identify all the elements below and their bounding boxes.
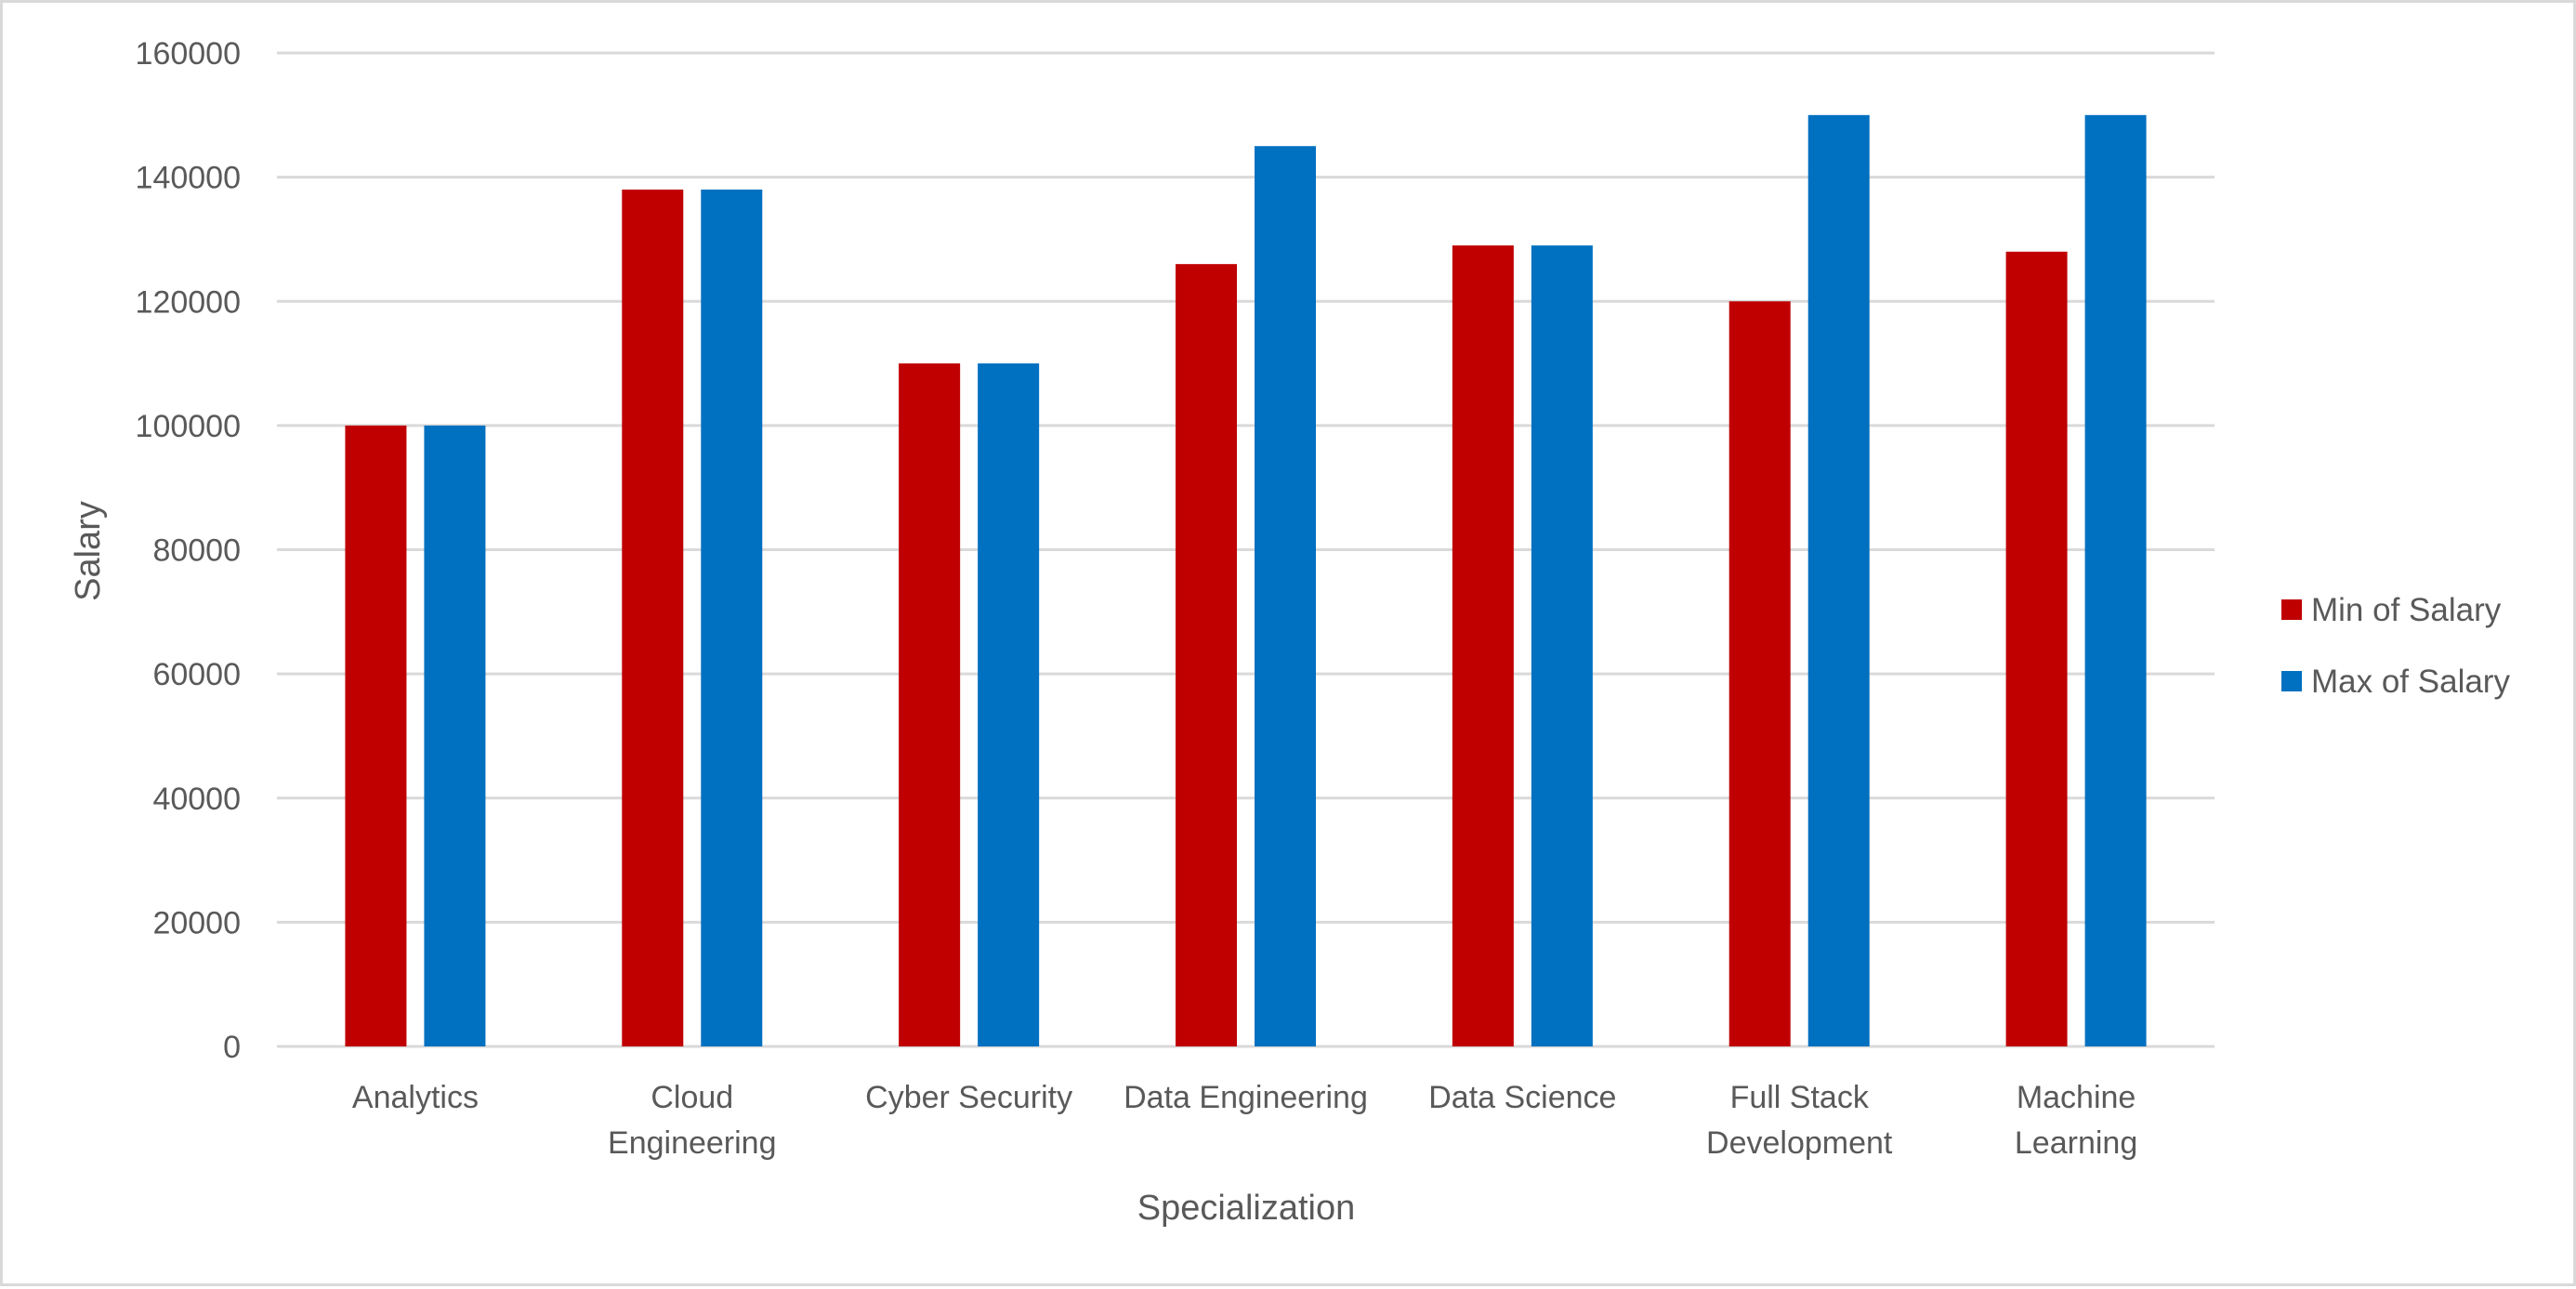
bars bbox=[345, 114, 2147, 1047]
y-axis-title: Salary bbox=[69, 501, 108, 601]
gridlines bbox=[277, 51, 2215, 1048]
x-tick-label: Data Engineering bbox=[1124, 1080, 1368, 1115]
bar-max-of-salary bbox=[701, 189, 763, 1047]
x-tick-label-line: Learning bbox=[2015, 1125, 2137, 1161]
x-tick-label-line: Cloud bbox=[651, 1080, 733, 1115]
x-tick-label-line: Data Engineering bbox=[1124, 1080, 1368, 1115]
x-tick-label: Analytics bbox=[352, 1080, 479, 1115]
bar-max-of-salary bbox=[1807, 114, 1870, 1046]
x-tick-label-line: Machine bbox=[2017, 1080, 2136, 1115]
x-tick-label-line: Full Stack bbox=[1730, 1080, 1870, 1115]
bar-min-of-salary bbox=[1728, 301, 1791, 1046]
bar-min-of-salary bbox=[1176, 264, 1237, 1047]
bar-min-of-salary bbox=[622, 189, 684, 1047]
y-tick-label: 160000 bbox=[136, 36, 241, 72]
bar-max-of-salary bbox=[978, 363, 1040, 1046]
bar-max-of-salary bbox=[2084, 114, 2147, 1046]
bar-min-of-salary bbox=[345, 425, 407, 1046]
y-tick-label: 0 bbox=[223, 1030, 241, 1065]
x-tick-label-line: Engineering bbox=[608, 1125, 776, 1161]
x-axis-tick-labels: Analytics Cloud Engineering Cyber Security D… bbox=[352, 1080, 2137, 1161]
y-axis-tick-labels: 0 20000 40000 60000 80000 100000 120000 140000 1… bbox=[136, 36, 241, 1065]
x-tick-label-line: Data Science bbox=[1428, 1080, 1616, 1115]
legend: Min of Salary Max of Salary bbox=[2281, 592, 2510, 700]
bar-max-of-salary bbox=[424, 425, 486, 1046]
bar-max-of-salary bbox=[1531, 245, 1593, 1046]
y-tick-label: 140000 bbox=[136, 161, 241, 196]
x-tick-label: Data Science bbox=[1428, 1080, 1616, 1115]
y-tick-label: 80000 bbox=[152, 533, 241, 569]
bar-min-of-salary bbox=[2005, 251, 2068, 1046]
y-tick-label: 120000 bbox=[136, 284, 241, 320]
y-tick-label: 20000 bbox=[152, 905, 241, 940]
x-tick-label: Full Stack Development bbox=[1706, 1080, 1893, 1161]
x-tick-label-line: Analytics bbox=[352, 1080, 479, 1115]
y-tick-label: 100000 bbox=[136, 409, 241, 444]
legend-swatch bbox=[2281, 671, 2302, 691]
x-tick-label-line: Development bbox=[1706, 1125, 1893, 1161]
bar-min-of-salary bbox=[1452, 245, 1514, 1046]
y-tick-label: 40000 bbox=[152, 782, 241, 817]
x-tick-label-line: Cyber Security bbox=[865, 1080, 1072, 1115]
bar-min-of-salary bbox=[899, 363, 961, 1046]
bar-chart: 0 20000 40000 60000 80000 100000 120000 140000 1… bbox=[69, 36, 2510, 1228]
legend-label: Max of Salary bbox=[2311, 664, 2510, 700]
legend-swatch bbox=[2281, 599, 2302, 620]
y-tick-label: 60000 bbox=[152, 657, 241, 692]
legend-label: Min of Salary bbox=[2311, 592, 2502, 628]
x-tick-label: Cloud Engineering bbox=[608, 1080, 776, 1161]
x-axis-title: Specialization bbox=[1137, 1189, 1355, 1228]
x-tick-label: Cyber Security bbox=[865, 1080, 1072, 1115]
x-tick-label: Machine Learning bbox=[2015, 1080, 2137, 1161]
bar-max-of-salary bbox=[1255, 146, 1316, 1046]
